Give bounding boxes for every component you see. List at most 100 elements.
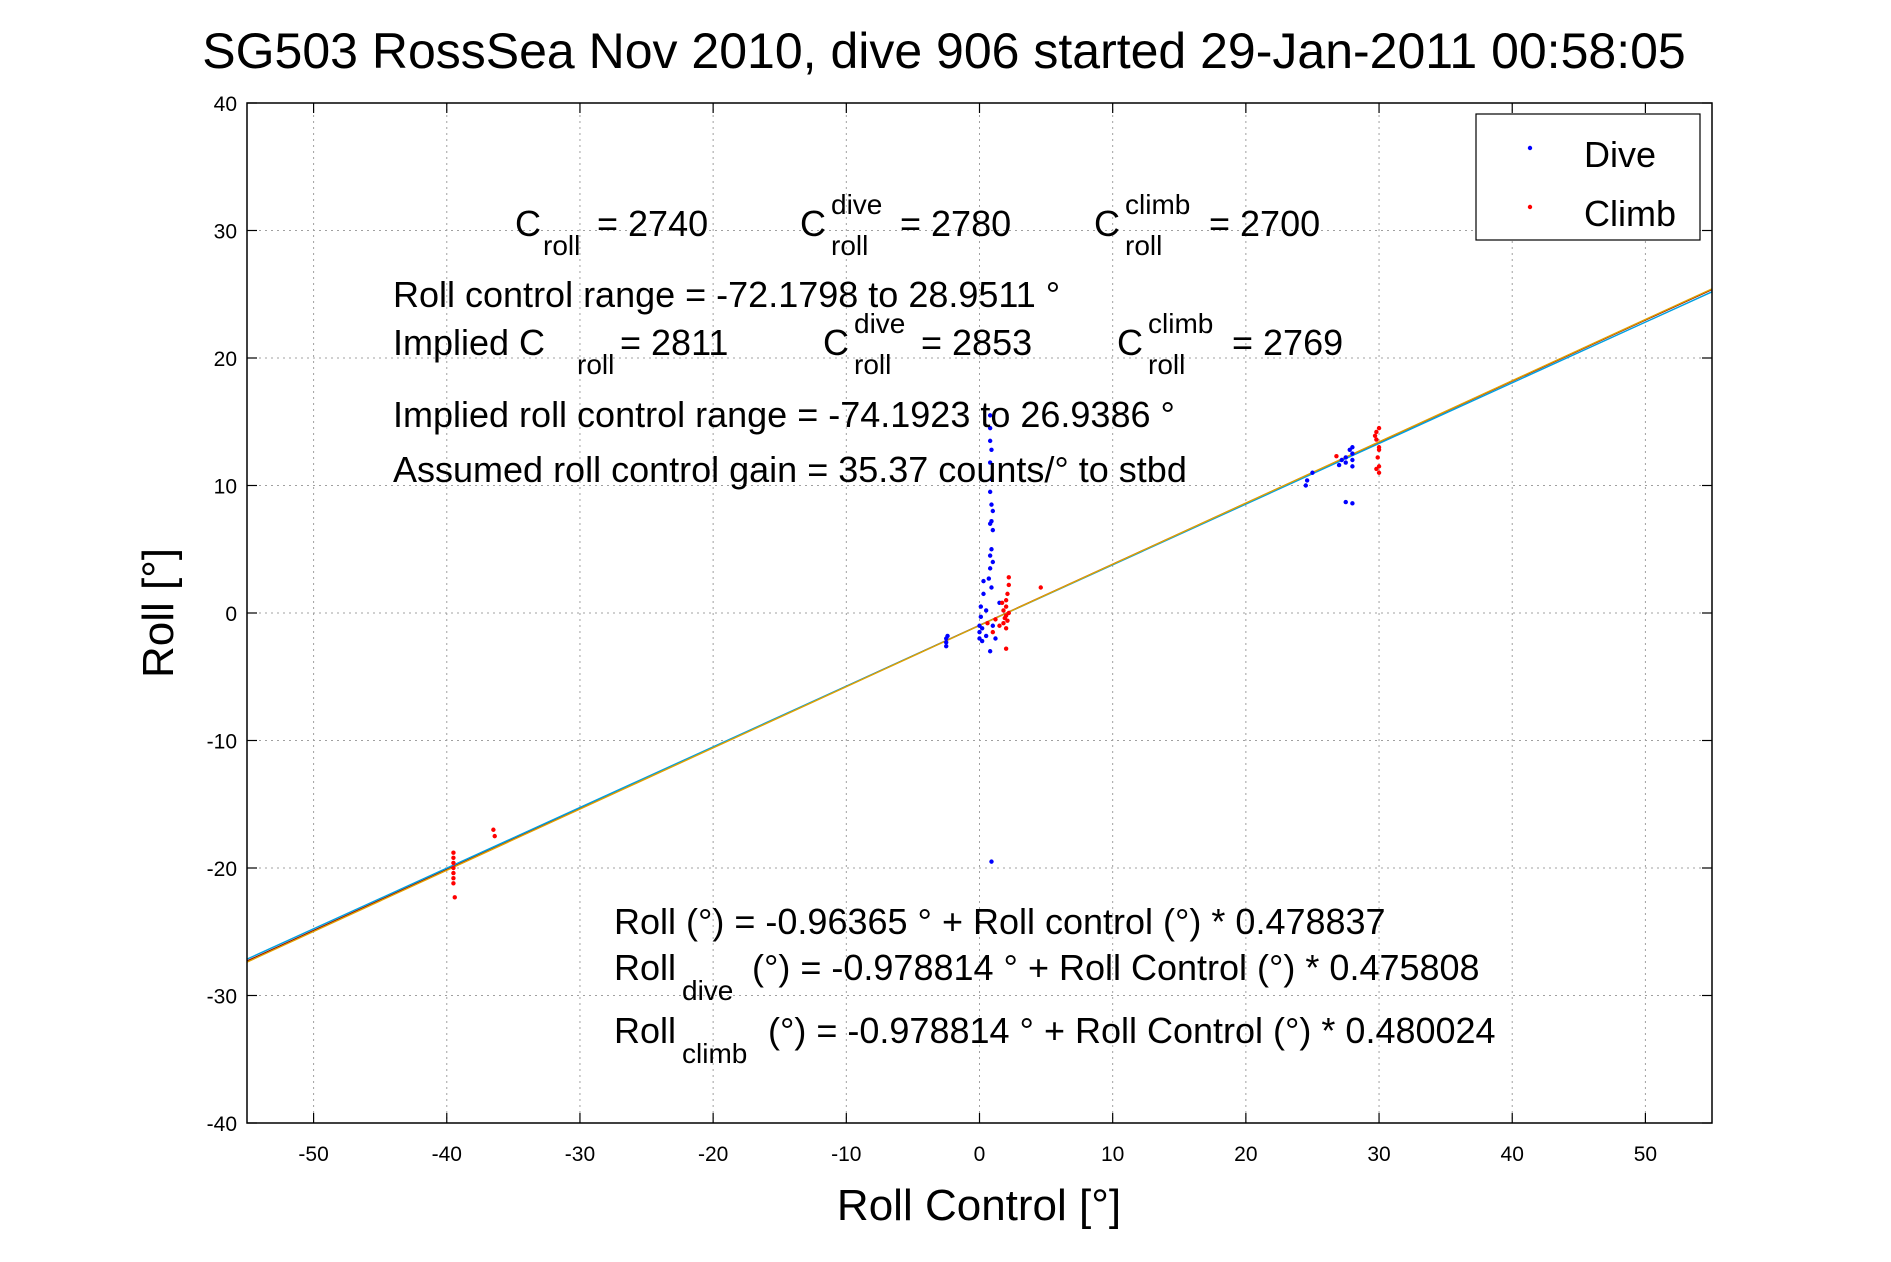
- dive-point: [990, 527, 996, 533]
- climb-point: [985, 621, 990, 626]
- climb-point: [451, 876, 456, 881]
- climb-point: [1038, 585, 1043, 590]
- implied-c-dive-superscript: dive: [854, 308, 905, 339]
- dive-point: [989, 547, 994, 552]
- legend-box: [1475, 113, 1701, 241]
- legend-dive-marker: [1527, 145, 1533, 151]
- climb-point: [990, 629, 996, 635]
- legend-climb-label: Climb: [1584, 193, 1676, 234]
- implied-c-roll-label: Implied C: [393, 322, 545, 363]
- climb-point: [1003, 598, 1009, 603]
- dive-point: [945, 633, 950, 639]
- y-tick-label: 0: [225, 603, 237, 626]
- dive-point: [979, 626, 985, 631]
- climb-point: [1002, 615, 1008, 621]
- c-climb-symbol: C: [1094, 203, 1120, 244]
- climb-point: [1001, 608, 1006, 613]
- climb-point: [1006, 582, 1011, 588]
- fit-equation-dive: Roll dive (°) = -0.978814 ° + Roll Contr…: [614, 947, 1480, 1006]
- dive-point: [1343, 455, 1348, 460]
- dive-point: [1350, 451, 1355, 456]
- x-tick-label: -10: [831, 1143, 861, 1166]
- fit-climb-base: Roll: [614, 1010, 676, 1051]
- dive-point: [1350, 501, 1355, 506]
- climb-point: [993, 617, 998, 622]
- climb-point: [1372, 433, 1378, 438]
- climb-point: [1375, 455, 1380, 460]
- fit-dive-base: Roll: [614, 947, 676, 988]
- y-tick-label: 20: [214, 348, 237, 371]
- dive-point: [987, 553, 993, 558]
- dive-point: [989, 502, 994, 507]
- c-roll-subscript: roll: [543, 230, 580, 261]
- implied-c-roll-value: = 2811: [620, 322, 728, 363]
- dive-point: [944, 640, 949, 645]
- climb-point: [1001, 621, 1006, 626]
- c-roll-value: = 2740: [597, 203, 708, 244]
- implied-c-dive-value: = 2853: [921, 322, 1032, 363]
- implied-c-climb-subscript: roll: [1148, 349, 1185, 380]
- x-tick-label: 50: [1634, 1143, 1657, 1166]
- y-tick-label: 40: [214, 93, 237, 116]
- dive-point: [1350, 464, 1355, 469]
- x-tick-label: 10: [1101, 1143, 1124, 1166]
- climb-point: [451, 860, 456, 866]
- dive-point: [1347, 447, 1352, 452]
- dive-point: [1343, 460, 1348, 465]
- dive-point: [1303, 483, 1308, 488]
- dive-point: [977, 629, 982, 635]
- climb-point: [1006, 610, 1011, 616]
- c-dive-value: = 2780: [900, 203, 1011, 244]
- c-dive-symbol: C: [800, 203, 826, 244]
- legend-climb-marker: [1527, 204, 1533, 210]
- dive-point: [944, 643, 949, 649]
- x-tick-label: 20: [1234, 1143, 1257, 1166]
- climb-point: [1334, 453, 1339, 459]
- x-tick-label: -50: [298, 1143, 328, 1166]
- ticks: -50 -40 -30 -20 -10 0 10 20 30 40 50 -40 -30 -20 -10 0 1…: [207, 93, 1712, 1166]
- implied-c-dive-symbol: C: [823, 322, 849, 363]
- y-tick-label: 30: [214, 221, 237, 244]
- implied-c-climb-superscript: climb: [1148, 308, 1213, 339]
- climb-point: [1003, 626, 1009, 631]
- dive-point: [1343, 499, 1348, 505]
- dive-point: [983, 633, 989, 639]
- dive-point: [989, 447, 994, 452]
- dive-point: [978, 614, 984, 620]
- climb-point: [451, 850, 456, 855]
- dive-point: [981, 591, 986, 597]
- climb-point: [1005, 591, 1010, 597]
- x-tick-label: -20: [698, 1143, 728, 1166]
- implied-c-climb-symbol: C: [1117, 322, 1143, 363]
- dive-point: [987, 489, 993, 495]
- fit-climb-equation: (°) = -0.978814 ° + Roll Control (°) * 0…: [768, 1010, 1496, 1051]
- dive-point: [1336, 462, 1342, 468]
- dive-point: [987, 438, 993, 444]
- climb-point: [451, 865, 456, 871]
- dive-point: [1304, 478, 1310, 483]
- climb-point: [997, 623, 1002, 628]
- dive-point: [990, 623, 996, 628]
- c-roll-symbol: C: [515, 203, 541, 244]
- dive-point: [983, 608, 989, 613]
- climb-point: [1003, 646, 1009, 651]
- climb-point: [451, 870, 456, 876]
- legend-dive-label: Dive: [1584, 134, 1656, 175]
- dive-point: [989, 859, 994, 864]
- legend: Dive Climb: [1475, 113, 1701, 241]
- climb-point: [451, 881, 456, 886]
- implied-c-roll-subscript: roll: [577, 349, 614, 380]
- y-tick-label: -40: [207, 1113, 237, 1136]
- y-tick-label: -20: [207, 858, 237, 881]
- dive-point: [993, 636, 998, 641]
- fit-dive-subscript: dive: [682, 975, 733, 1006]
- dive-point: [990, 508, 996, 514]
- dive-point: [1339, 457, 1344, 463]
- chart-title: SG503 RossSea Nov 2010, dive 906 started…: [202, 23, 1685, 79]
- fit-climb-subscript: climb: [682, 1038, 747, 1069]
- x-tick-label: 0: [974, 1143, 986, 1166]
- climb-point: [452, 895, 457, 900]
- climb-point: [451, 855, 456, 860]
- dive-point: [1350, 457, 1355, 463]
